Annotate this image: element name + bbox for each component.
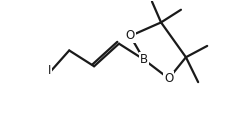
Text: B: B: [140, 53, 148, 66]
Text: O: O: [164, 72, 173, 85]
Text: I: I: [48, 64, 51, 77]
Text: O: O: [126, 30, 135, 42]
